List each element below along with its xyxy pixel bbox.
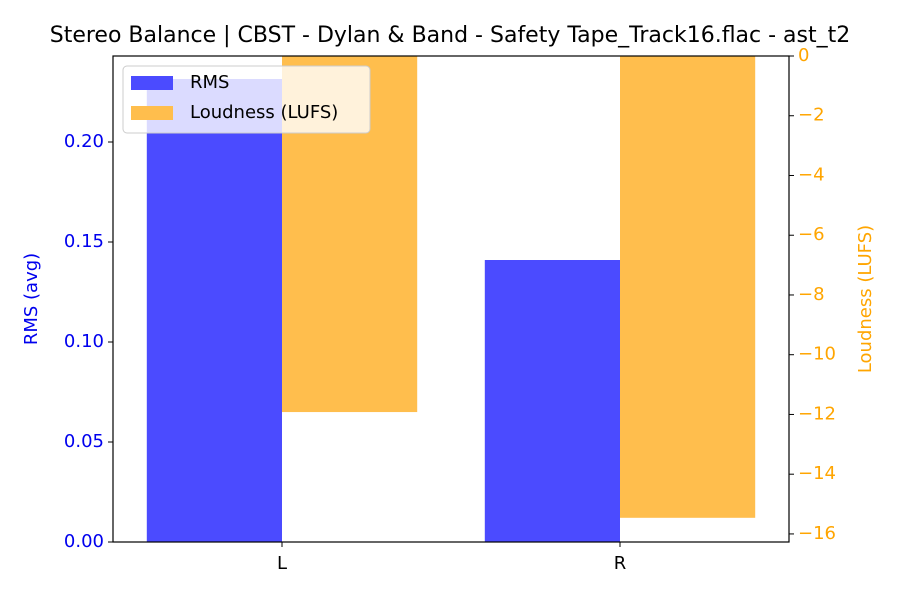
bar	[620, 56, 756, 518]
y2-tick-label: −14	[798, 463, 836, 484]
legend-swatch	[131, 76, 173, 90]
legend-swatch	[131, 106, 173, 120]
y-tick-label: 0.20	[64, 131, 104, 152]
bar	[484, 260, 620, 542]
y2-tick-label: −10	[798, 344, 836, 365]
y2-tick-label: −16	[798, 523, 836, 544]
x-tick-label: R	[614, 553, 627, 574]
y2-tick-label: −8	[798, 284, 825, 305]
y-tick-label: 0.15	[64, 231, 104, 252]
legend-label: RMS	[190, 72, 229, 93]
y-tick-label: 0.05	[64, 431, 104, 452]
y-tick-label: 0.00	[64, 531, 104, 552]
bar	[146, 79, 282, 542]
y-axis-label: RMS (avg)	[21, 253, 42, 345]
chart-title: Stereo Balance | CBST - Dylan & Band - S…	[50, 23, 851, 48]
legend-box	[122, 65, 371, 134]
y2-tick-label: −6	[798, 224, 825, 245]
y2-tick-label: −4	[798, 164, 825, 185]
plot-frame	[112, 55, 790, 543]
y2-tick-label: 0	[798, 45, 809, 66]
x-tick-label: L	[277, 553, 287, 574]
y2-axis-label: Loudness (LUFS)	[855, 225, 876, 373]
y2-tick-label: −12	[798, 403, 836, 424]
legend-label: Loudness (LUFS)	[190, 102, 338, 123]
y-tick-label: 0.10	[64, 331, 104, 352]
y2-tick-label: −2	[798, 105, 825, 126]
